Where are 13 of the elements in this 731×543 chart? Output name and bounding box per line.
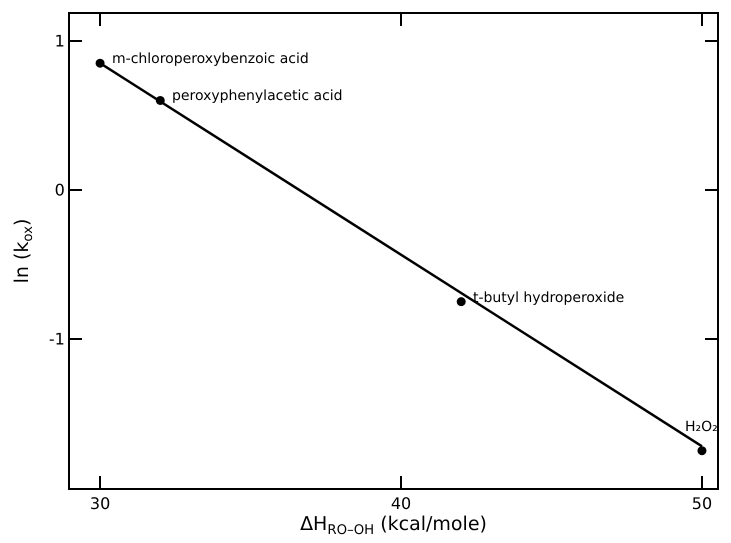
point bbox=[697, 446, 706, 456]
annotation: H₂O₂ bbox=[685, 419, 718, 435]
point bbox=[456, 297, 466, 306]
x-tick-label: 40 bbox=[390, 494, 412, 514]
x-axis-title: ΔH$_{RO–OH}$ (kcal/mole) bbox=[300, 513, 487, 538]
x-tick-label: 30 bbox=[90, 494, 110, 514]
y-tick-label: 0 bbox=[54, 180, 65, 200]
annotation: m-chloroperoxybenzoic acid bbox=[112, 51, 309, 67]
x-tick-label: 50 bbox=[692, 494, 712, 514]
y-tick-label: 1 bbox=[54, 31, 65, 50]
y-tick-label: -1 bbox=[48, 330, 65, 349]
annotation: t-butyl hydroperoxide bbox=[473, 290, 624, 306]
annotation: peroxyphenylacetic acid bbox=[172, 88, 343, 104]
